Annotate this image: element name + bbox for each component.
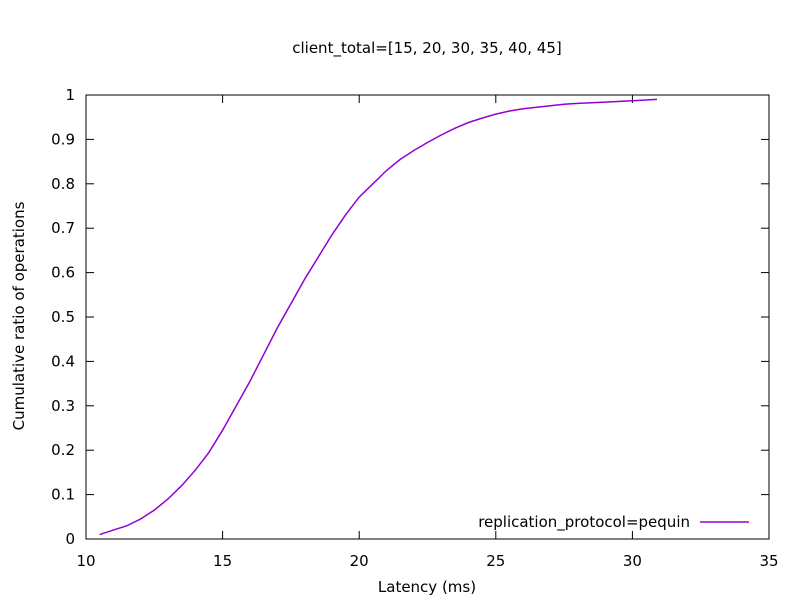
y-tick-label-1: 0.1 (51, 486, 75, 504)
y-tick-label-8: 0.8 (51, 175, 75, 193)
x-tick-label-4: 30 (623, 552, 642, 570)
y-tick-label-2: 0.2 (51, 441, 75, 459)
legend: replication_protocol=pequin (478, 513, 749, 532)
y-tick-label-7: 0.7 (51, 219, 75, 237)
y-tick-label-9: 0.9 (51, 130, 75, 148)
y-tick-label-4: 0.4 (51, 352, 75, 370)
y-tick-label-3: 0.3 (51, 397, 75, 415)
x-tick-label-2: 20 (350, 552, 369, 570)
x-tick-label-5: 35 (759, 552, 778, 570)
y-tick-label-5: 0.5 (51, 308, 75, 326)
series-line-pequin (99, 98, 658, 536)
y-tick-label-10: 1 (65, 86, 75, 104)
x-tick-label-1: 15 (213, 552, 232, 570)
y-tick-label-0: 0 (65, 530, 75, 548)
chart-title: client_total=[15, 20, 30, 35, 40, 45] (292, 39, 561, 58)
plot-frame (85, 94, 770, 540)
x-tick-label-3: 25 (486, 552, 505, 570)
x-axis-label: Latency (ms) (378, 578, 476, 596)
y-axis-label: Cumulative ratio of operations (10, 201, 28, 430)
y-tick-label-6: 0.6 (51, 264, 75, 282)
x-tick-label-0: 10 (76, 552, 95, 570)
axis-ticks: 10 15 20 25 30 35 0 0.1 0.2 0.3 0.4 0.5 0.6 0.7 0.8 0.9… (51, 86, 778, 570)
legend-label-pequin: replication_protocol=pequin (478, 513, 690, 532)
